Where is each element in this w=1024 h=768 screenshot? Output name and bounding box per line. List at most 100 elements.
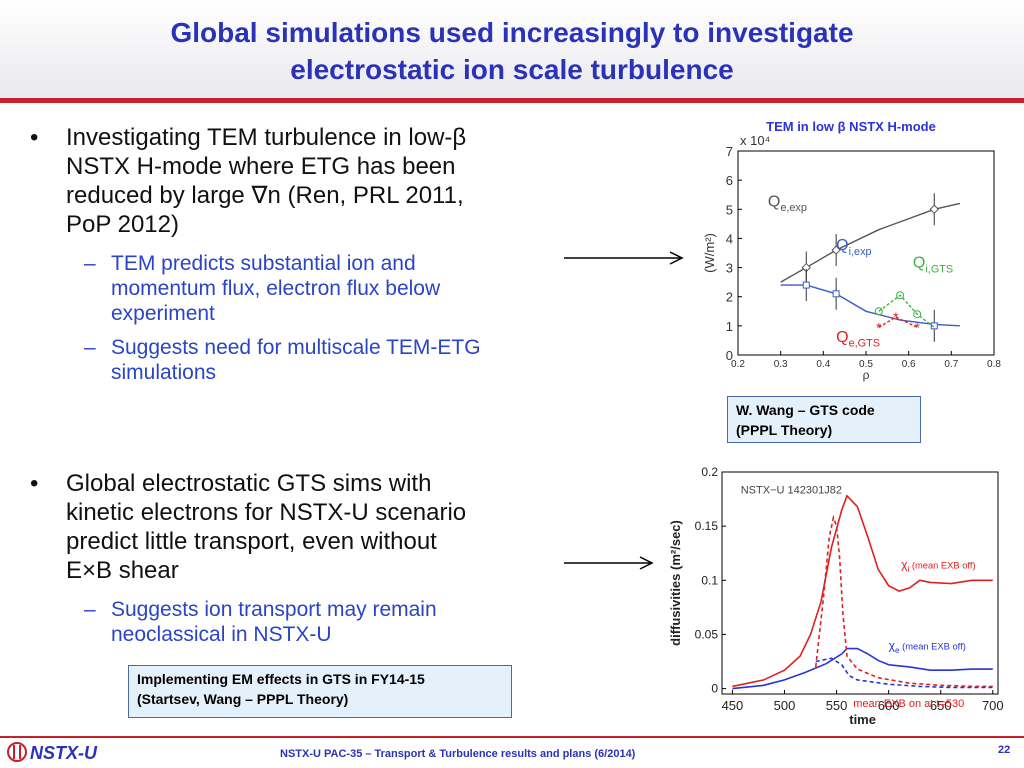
chart2-x-tick-label: 550	[826, 698, 848, 713]
chart2-y-tick-label: 0.15	[695, 519, 719, 533]
bullet-tem-line2: NSTX H-mode where ETG has been	[66, 153, 456, 180]
bullet-dot: •	[30, 470, 39, 497]
chart2-x-tick-label: 650	[930, 698, 952, 713]
sub1-item1-line2: momentum flux, electron flux below	[111, 277, 441, 300]
chart1-title: TEM in low β NSTX H-mode	[766, 119, 936, 134]
bullet-dot: •	[30, 124, 39, 151]
chart2-x-label: time	[849, 712, 876, 727]
arrow-to-gts-chart	[564, 556, 654, 570]
chart1-series-label: Qe,exp	[768, 193, 807, 214]
chart1-x-tick-label: 0.4	[816, 359, 830, 370]
chart1-y-tick-label: 4	[726, 231, 733, 246]
chart1-y-tick-label: 2	[726, 290, 733, 305]
arrow-to-tem-chart	[564, 251, 684, 265]
chart1-y-tick-label: 6	[726, 173, 733, 188]
chart2-chi-e-label: χe (mean EXB off)	[889, 639, 966, 656]
sub1-item2-line1: Suggests need for multiscale TEM-ETG	[111, 336, 481, 359]
chart1-x-tick-label: 0.5	[859, 359, 873, 370]
chart1-series-label: Qi,GTS	[913, 255, 953, 276]
chart1-series-line	[780, 284, 960, 327]
footer-rule	[0, 736, 1024, 738]
nstx-logo-icon	[7, 742, 27, 762]
chart1-x-tick-label: 0.7	[944, 359, 958, 370]
slide-title: Global simulations used increasingly to …	[40, 14, 984, 88]
footer-text: NSTX-U PAC-35 – Transport & Turbulence r…	[280, 748, 636, 760]
title-banner	[0, 0, 1024, 98]
sub1-item2-line2: simulations	[111, 361, 217, 384]
gts-box-line1: W. Wang – GTS code	[736, 402, 875, 418]
subbullet-tem-prediction: – TEM predicts substantial ion and momen…	[84, 251, 591, 326]
chart1-star-marker: *	[893, 309, 899, 325]
dash-marker: –	[84, 598, 96, 621]
sub1-item1-line3: experiment	[111, 302, 215, 325]
bullet-gts: • Global electrostatic GTS sims with kin…	[30, 469, 596, 585]
em-box-line1: Implementing EM effects in GTS in FY14-1…	[137, 671, 425, 687]
chart1-y-tick-label: 1	[726, 319, 733, 334]
chart1-x-tick-label: 0.3	[774, 359, 788, 370]
chart1-square-marker	[802, 281, 810, 289]
gts-diffusivity-chart: 450 500 550 600 650 700 0 0.05 0.1 0.15 0.2 time dif…	[668, 465, 1004, 727]
chart2-y-tick-label: 0.1	[701, 573, 718, 587]
chart1-diamond-marker	[831, 245, 841, 255]
title-rule	[0, 98, 1024, 103]
title-line-1: Global simulations used increasingly to …	[170, 17, 854, 48]
chart2-annotation: NSTX−U 142301J82	[741, 485, 842, 497]
chart1-series-label: Qi,exp	[836, 237, 871, 258]
em-effects-box: Implementing EM effects in GTS in FY14-1…	[128, 665, 512, 718]
gts-box-line2: (PPPL Theory)	[736, 422, 833, 438]
chart1-y-multiplier: x 10⁴	[740, 133, 770, 148]
page-number: 22	[998, 744, 1011, 756]
chart2-y-label: diffusivities (m²/sec)	[668, 520, 683, 646]
dash-marker: –	[84, 252, 96, 275]
chart2-series-line	[815, 657, 993, 689]
bullet-gts-line3: predict little transport, even without	[66, 528, 437, 555]
bullet-tem: • Investigating TEM turbulence in low-β …	[30, 123, 596, 239]
chart2-y-tick-label: 0.05	[695, 627, 719, 641]
chart1-x-tick-label: 0.6	[902, 359, 916, 370]
chart2-x-tick-label: 500	[774, 698, 796, 713]
chart1-y-label: (W/m²)	[702, 233, 717, 273]
chart2-series-line	[732, 494, 993, 688]
chart1-diamond-marker	[929, 204, 939, 214]
chart1-series-line	[878, 294, 935, 328]
subbullet-multiscale: – Suggests need for multiscale TEM-ETG s…	[84, 335, 591, 385]
sub1-item1-line1: TEM predicts substantial ion and	[111, 252, 416, 275]
chart1-y-tick-label: 0	[726, 348, 733, 363]
chart1-circle-marker	[874, 307, 883, 316]
chart2-series-line	[814, 514, 993, 688]
chart2-x-tick-label: 600	[878, 698, 900, 713]
chart1-y-tick-label: 7	[726, 144, 733, 159]
chart1-series-line	[878, 316, 918, 328]
sub2-item1-line2: neoclassical in NSTX-U	[111, 623, 332, 646]
gts-code-credit-box: W. Wang – GTS code (PPPL Theory)	[727, 396, 921, 443]
subbullet-neoclassical: – Suggests ion transport may remain neoc…	[84, 597, 591, 647]
chart1-y-tick-label: 5	[726, 202, 733, 217]
sub2-item1-line1: Suggests ion transport may remain	[111, 598, 437, 621]
chart2-y-tick-label: 0.2	[701, 465, 718, 479]
chart1-circle-marker	[896, 291, 905, 300]
chart1-square-marker	[832, 290, 840, 298]
dash-marker: –	[84, 336, 96, 359]
chart1-series-label: Qe,GTS	[836, 329, 880, 350]
chart1-series-line	[780, 202, 961, 283]
chart2-chi-i-label: χi (mean EXB off)	[901, 557, 975, 574]
bullet-gts-line4: E×B shear	[66, 557, 179, 584]
chart1-star-marker: *	[914, 319, 920, 335]
title-line-2: electrostatic ion scale turbulence	[290, 54, 734, 85]
chart2-x-tick-label: 450	[722, 698, 744, 713]
chart2-series-line	[732, 647, 993, 690]
em-box-line2: (Startsev, Wang – PPPL Theory)	[137, 691, 349, 707]
chart1-circle-marker	[913, 310, 922, 319]
chart1-x-label: ρ	[863, 368, 870, 382]
logo-text: NSTX-U	[30, 743, 97, 763]
chart2-x-tick-label: 700	[982, 698, 1004, 713]
chart1-y-tick-label: 3	[726, 261, 733, 276]
bullet-gts-line2: kinetic electrons for NSTX-U scenario	[66, 499, 467, 526]
chart1-x-tick-label: 0.8	[987, 359, 1001, 370]
chart1-star-marker: *	[876, 319, 882, 335]
bullet-tem-line1: Investigating TEM turbulence in low-β	[66, 124, 467, 151]
bullet-tem-line4: PoP 2012)	[66, 211, 179, 238]
chart2-y-tick-label: 0	[711, 682, 718, 696]
chart2-frame	[721, 471, 999, 695]
